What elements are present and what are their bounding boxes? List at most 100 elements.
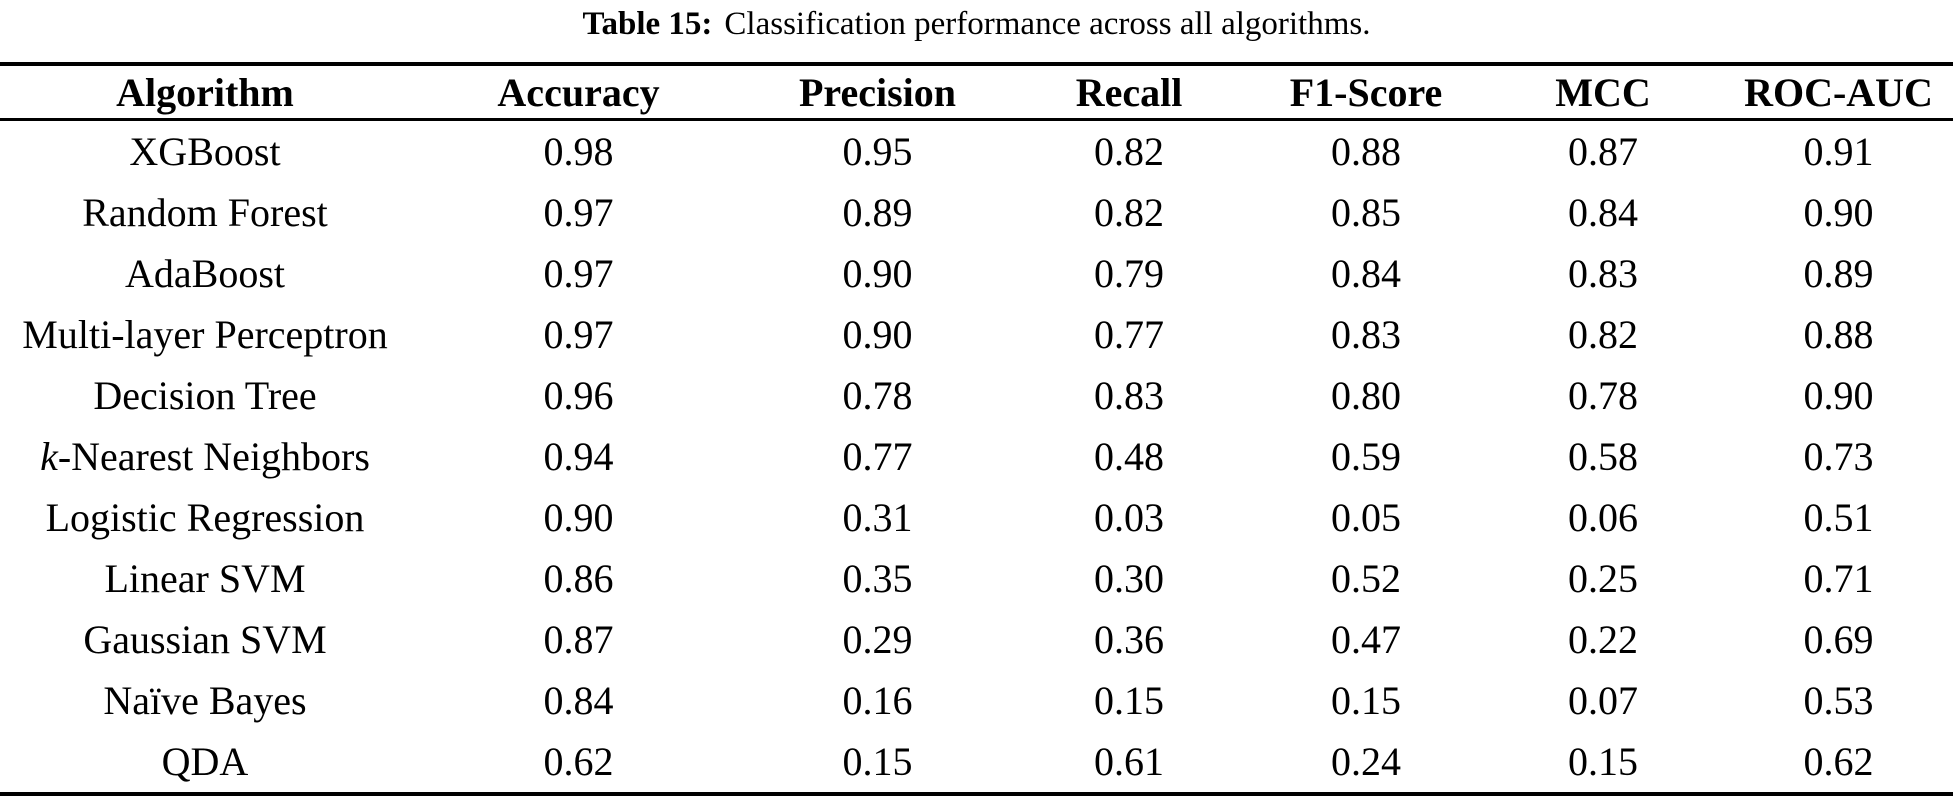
precision-cell: 0.31: [842, 495, 913, 540]
recall-cell: 0.82: [1094, 129, 1164, 174]
roc-auc-cell: 0.71: [1803, 556, 1874, 601]
algorithm-name: Gaussian SVM: [83, 617, 327, 662]
algorithm-name: QDA: [161, 739, 249, 784]
f1-score-cell: 0.05: [1331, 495, 1401, 540]
roc-auc-cell: 0.69: [1803, 617, 1874, 662]
algorithm-cell: QDA: [0, 731, 410, 794]
roc-auc-cell: 0.90: [1803, 190, 1874, 235]
mcc-cell: 0.15: [1568, 739, 1638, 784]
col-header-f1-score: F1-Score: [1289, 69, 1443, 115]
f1-score-cell: 0.47: [1331, 617, 1401, 662]
roc-auc-cell: 0.73: [1803, 434, 1874, 479]
algorithm-cell: Random Forest: [0, 182, 410, 243]
algorithm-name: Naïve Bayes: [103, 678, 307, 723]
precision-cell: 0.15: [842, 739, 913, 784]
f1-score-cell: 0.83: [1331, 312, 1401, 357]
recall-cell: 0.61: [1094, 739, 1164, 784]
col-header-mcc: MCC: [1555, 69, 1651, 115]
caption-text: Classification performance across all al…: [724, 6, 1371, 42]
f1-score-cell: 0.88: [1331, 129, 1401, 174]
roc-auc-cell: 0.88: [1803, 312, 1874, 357]
algorithm-cell: k-Nearest Neighbors: [0, 426, 410, 487]
mcc-cell: 0.07: [1568, 678, 1638, 723]
algorithm-name: Decision Tree: [93, 373, 317, 418]
roc-auc-cell: 0.53: [1803, 678, 1874, 723]
header-row: Algorithm Accuracy Precision Recall F1-S…: [0, 64, 1953, 120]
accuracy-cell: 0.97: [543, 190, 614, 235]
recall-cell: 0.48: [1094, 434, 1164, 479]
roc-auc-cell: 0.90: [1803, 373, 1874, 418]
precision-cell: 0.89: [842, 190, 913, 235]
accuracy-cell: 0.97: [543, 251, 614, 296]
algorithm-name-italic-prefix: k: [40, 434, 58, 479]
algorithm-name: Linear SVM: [104, 556, 306, 601]
table-row: Linear SVM 0.86 0.35 0.30 0.52 0.25 0.71: [0, 548, 1953, 609]
col-header-roc-auc: ROC-AUC: [1744, 69, 1933, 115]
precision-cell: 0.90: [842, 251, 913, 296]
accuracy-cell: 0.90: [543, 495, 614, 540]
table-row: QDA 0.62 0.15 0.61 0.24 0.15 0.62: [0, 731, 1953, 794]
f1-score-cell: 0.59: [1331, 434, 1401, 479]
table-row: k-Nearest Neighbors 0.94 0.77 0.48 0.59 …: [0, 426, 1953, 487]
mcc-cell: 0.83: [1568, 251, 1638, 296]
table-row: AdaBoost 0.97 0.90 0.79 0.84 0.83 0.89: [0, 243, 1953, 304]
recall-cell: 0.82: [1094, 190, 1164, 235]
table-row: Logistic Regression 0.90 0.31 0.03 0.05 …: [0, 487, 1953, 548]
recall-cell: 0.03: [1094, 495, 1164, 540]
f1-score-cell: 0.85: [1331, 190, 1401, 235]
algorithm-name: AdaBoost: [125, 251, 285, 296]
accuracy-cell: 0.94: [543, 434, 614, 479]
f1-score-cell: 0.84: [1331, 251, 1401, 296]
algorithm-name: Random Forest: [82, 190, 328, 235]
mcc-cell: 0.87: [1568, 129, 1638, 174]
roc-auc-cell: 0.89: [1803, 251, 1874, 296]
algorithm-cell: AdaBoost: [0, 243, 410, 304]
accuracy-cell: 0.96: [543, 373, 614, 418]
accuracy-cell: 0.84: [543, 678, 614, 723]
mcc-cell: 0.22: [1568, 617, 1638, 662]
recall-cell: 0.36: [1094, 617, 1164, 662]
table-row: Gaussian SVM 0.87 0.29 0.36 0.47 0.22 0.…: [0, 609, 1953, 670]
precision-cell: 0.29: [842, 617, 913, 662]
precision-cell: 0.77: [842, 434, 913, 479]
f1-score-cell: 0.15: [1331, 678, 1401, 723]
algorithm-cell: Linear SVM: [0, 548, 410, 609]
table-row: Random Forest 0.97 0.89 0.82 0.85 0.84 0…: [0, 182, 1953, 243]
table-caption: Table 15: Classification performance acro…: [0, 0, 1953, 62]
roc-auc-cell: 0.91: [1803, 129, 1874, 174]
col-header-accuracy: Accuracy: [497, 69, 660, 115]
accuracy-cell: 0.87: [543, 617, 614, 662]
recall-cell: 0.30: [1094, 556, 1164, 601]
mcc-cell: 0.84: [1568, 190, 1638, 235]
mcc-cell: 0.58: [1568, 434, 1638, 479]
algorithm-cell: XGBoost: [0, 120, 410, 183]
algorithm-name: Multi-layer Perceptron: [22, 312, 388, 357]
recall-cell: 0.79: [1094, 251, 1164, 296]
accuracy-cell: 0.62: [543, 739, 614, 784]
accuracy-cell: 0.98: [543, 129, 614, 174]
precision-cell: 0.78: [842, 373, 913, 418]
recall-cell: 0.83: [1094, 373, 1164, 418]
table-row: Multi-layer Perceptron 0.97 0.90 0.77 0.…: [0, 304, 1953, 365]
precision-cell: 0.35: [842, 556, 913, 601]
algorithm-name: -Nearest Neighbors: [57, 434, 370, 479]
algorithm-cell: Naïve Bayes: [0, 670, 410, 731]
mcc-cell: 0.78: [1568, 373, 1638, 418]
algorithm-cell: Logistic Regression: [0, 487, 410, 548]
f1-score-cell: 0.24: [1331, 739, 1401, 784]
recall-cell: 0.15: [1094, 678, 1164, 723]
mcc-cell: 0.25: [1568, 556, 1638, 601]
mcc-cell: 0.82: [1568, 312, 1638, 357]
table-body: XGBoost 0.98 0.95 0.82 0.88 0.87 0.91 Ra…: [0, 120, 1953, 795]
caption-label: Table 15:: [582, 6, 713, 42]
precision-cell: 0.95: [842, 129, 913, 174]
roc-auc-cell: 0.62: [1803, 739, 1874, 784]
f1-score-cell: 0.80: [1331, 373, 1401, 418]
precision-cell: 0.90: [842, 312, 913, 357]
results-table: Algorithm Accuracy Precision Recall F1-S…: [0, 62, 1953, 796]
recall-cell: 0.77: [1094, 312, 1164, 357]
col-header-recall: Recall: [1075, 69, 1183, 115]
roc-auc-cell: 0.51: [1803, 495, 1874, 540]
algorithm-cell: Decision Tree: [0, 365, 410, 426]
